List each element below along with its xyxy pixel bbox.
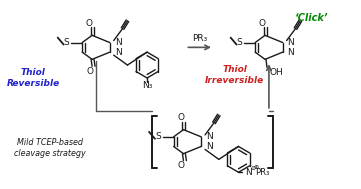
Text: N: N <box>206 142 213 151</box>
Text: Thiol
Irreversible: Thiol Irreversible <box>205 65 264 85</box>
Text: PR₃: PR₃ <box>192 34 207 43</box>
Text: O: O <box>177 113 184 122</box>
Text: O: O <box>87 67 93 76</box>
Text: S: S <box>236 38 242 47</box>
Text: Mild TCEP-based
cleavage strategy: Mild TCEP-based cleavage strategy <box>14 138 86 158</box>
Text: N: N <box>245 168 252 177</box>
Text: ‘Click’: ‘Click’ <box>295 13 329 23</box>
Text: S: S <box>155 132 161 141</box>
Text: N: N <box>288 48 294 57</box>
Text: O: O <box>258 19 266 28</box>
Text: N: N <box>115 38 121 47</box>
Text: N: N <box>115 48 121 57</box>
Text: PR₃: PR₃ <box>255 168 269 177</box>
Text: Thiol
Reversible: Thiol Reversible <box>6 68 60 88</box>
Text: OH: OH <box>270 68 284 77</box>
Text: S: S <box>64 38 69 47</box>
Text: ⊖: ⊖ <box>250 166 256 171</box>
Text: O: O <box>178 161 185 170</box>
Text: N: N <box>206 132 213 141</box>
Text: ⊕: ⊕ <box>253 165 258 170</box>
Text: N: N <box>288 38 294 47</box>
Text: O: O <box>86 19 93 28</box>
Text: N₃: N₃ <box>142 81 152 90</box>
